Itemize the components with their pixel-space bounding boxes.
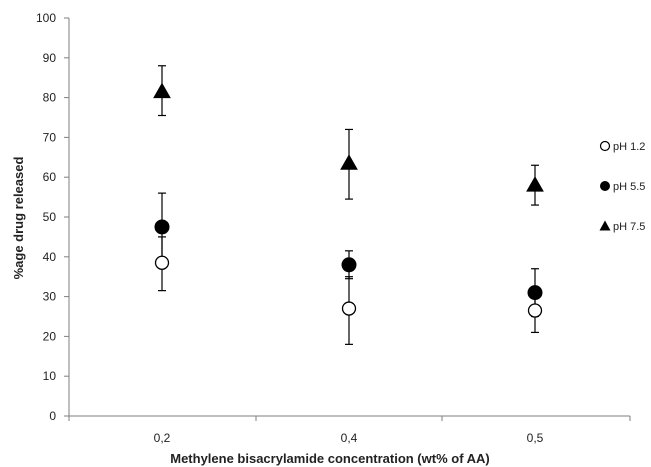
marker-layer (153, 82, 544, 318)
y-tick-label: 40 (43, 250, 57, 264)
y-tick-label: 20 (43, 329, 57, 343)
x-tick-label: 0,4 (341, 431, 358, 445)
data-point (526, 176, 544, 192)
data-point (153, 82, 171, 99)
data-point (154, 255, 170, 270)
y-tick-label: 70 (43, 130, 57, 144)
legend-label: pH 5.5 (613, 181, 645, 193)
legend-marker (599, 140, 611, 152)
legend-label: pH 1.2 (613, 141, 645, 153)
x-tick-label: 0,2 (154, 431, 171, 445)
y-tick-label: 100 (36, 11, 56, 25)
data-point (341, 257, 357, 273)
data-point (527, 303, 543, 318)
axes-layer: 0 10 20 30 40 50 60 70 80 90 100 0,2 0,4 0,5 (36, 11, 631, 445)
legend-label: pH 7.5 (613, 221, 645, 233)
data-point (154, 219, 170, 235)
data-point (340, 154, 358, 170)
y-tick-label: 0 (49, 409, 56, 423)
y-axis-title: %age drug released (11, 157, 26, 280)
data-point (527, 285, 543, 301)
legend-layer: pH 1.2 pH 5.5 pH 7.5 (599, 140, 645, 233)
y-tick-label: 30 (43, 290, 57, 304)
y-tick-label: 90 (43, 51, 57, 65)
x-tick-label: 0,5 (527, 431, 544, 445)
x-axis-title: Methylene bisacrylamide concentration (w… (170, 451, 490, 466)
legend-marker (600, 181, 610, 191)
data-point (341, 301, 357, 316)
y-tick-label: 10 (43, 369, 57, 383)
y-tick-label: 80 (43, 91, 57, 105)
y-tick-label: 50 (43, 210, 57, 224)
y-tick-label: 60 (43, 170, 57, 184)
legend-marker (599, 220, 611, 231)
